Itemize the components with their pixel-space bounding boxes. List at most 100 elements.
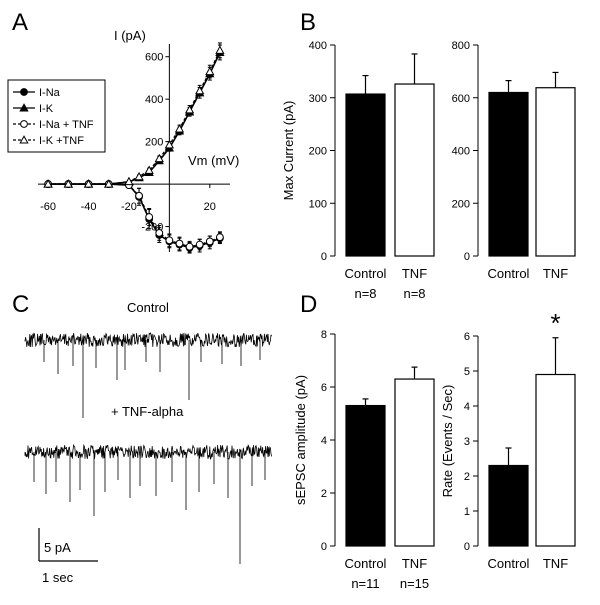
iv-data-point [184, 104, 195, 114]
iv-series-group [43, 42, 225, 254]
iv-data-point [154, 153, 164, 163]
y-tick-label: 8 [321, 329, 327, 341]
iv-y-tick-label: 200 [145, 137, 163, 149]
y-tick-label: 2 [464, 471, 470, 483]
iv-data-point [164, 139, 175, 149]
bar [488, 91, 529, 257]
iv-data-point [165, 236, 174, 245]
iv-data-point [195, 85, 205, 95]
iv-data-point [144, 165, 154, 174]
y-axis-label: Max Current (pA) [281, 101, 296, 201]
iv-data-point [20, 88, 28, 96]
tnf-trace [24, 443, 272, 564]
y-tick-label: 4 [464, 401, 470, 413]
y-tick-label: 400 [309, 40, 327, 52]
category-label: TNF [402, 556, 427, 571]
max-current-k-chart: 0 200 400 600 800 Control TNF [452, 40, 576, 281]
panel-label-b: B [300, 9, 316, 36]
iv-x-axis-label: Vm (mV) [188, 153, 239, 168]
y-tick-label: 1 [464, 506, 470, 518]
y-tick-label: 0 [321, 251, 327, 263]
category-label: Control [345, 556, 387, 571]
iv-data-point [124, 176, 134, 186]
bar [488, 464, 529, 547]
iv-series-line [48, 183, 221, 248]
iv-data-point [104, 179, 114, 188]
tnf-trace-label: + TNF-alpha [111, 404, 184, 419]
bar [535, 87, 576, 257]
y-tick-label: 600 [452, 93, 470, 105]
iv-data-point [20, 120, 28, 128]
scale-time-label: 1 sec [42, 570, 74, 585]
trace-panel: Control + TNF-alpha 5 pA 1 sec [24, 300, 272, 585]
iv-data-point [175, 239, 184, 248]
panel-label-c: C [12, 291, 29, 318]
bar [345, 404, 386, 547]
iv-data-point [83, 179, 94, 188]
y-tick-label: 3 [464, 436, 470, 448]
iv-x-tick-label: 20 [204, 201, 216, 213]
bar [394, 83, 435, 257]
legend-item: I-Na [13, 87, 61, 99]
y-tick-label: 800 [452, 40, 470, 52]
control-trace [24, 332, 272, 418]
bar [394, 378, 435, 547]
iv-data-point [205, 66, 215, 76]
y-tick-label: 100 [309, 198, 327, 210]
iv-data-point [185, 242, 194, 251]
iv-x-tick-label: -20 [121, 201, 137, 213]
category-label: TNF [402, 266, 427, 281]
iv-data-point [205, 237, 214, 246]
y-tick-label: 200 [309, 146, 327, 158]
iv-data-point [63, 179, 73, 188]
iv-x-tick-label: -60 [40, 201, 56, 213]
iv-series [44, 180, 224, 254]
iv-legend: I-Na I-K I-Na + TNF I-K +TNF [7, 79, 106, 153]
y-axis-label: sEPSC amplitude (pA) [293, 375, 308, 505]
y-tick-label: 6 [321, 382, 327, 394]
iv-data-point [155, 228, 164, 237]
legend-item: I-Na + TNF [13, 119, 94, 131]
scale-amplitude-label: 5 pA [44, 540, 71, 555]
panel-label-a: A [12, 9, 28, 36]
iv-data-point [215, 45, 225, 54]
iv-data-point [145, 213, 154, 221]
bar [345, 93, 386, 257]
sepsc-amplitude-chart: 0 2 4 6 8 sEPSC amplitude (pA) Control n=11 TNF n… [293, 329, 435, 591]
y-tick-label: 5 [464, 366, 470, 378]
category-label: Control [345, 266, 387, 281]
iv-data-point [134, 171, 144, 181]
panel-label-d: D [300, 291, 317, 318]
y-tick-label: 0 [464, 251, 470, 263]
y-axis-label: Rate (Events / Sec) [440, 385, 455, 498]
iv-y-axis-label: I (pA) [114, 28, 146, 43]
y-tick-label: 400 [452, 146, 470, 158]
n-label: n=8 [403, 286, 425, 301]
category-label: Control [488, 266, 530, 281]
n-label: n=8 [354, 286, 376, 301]
iv-y-tick-label: 600 [145, 52, 163, 64]
iv-x-tick-label: -40 [81, 201, 97, 213]
iv-data-point [19, 103, 29, 112]
y-tick-label: 2 [321, 488, 327, 500]
category-label: TNF [543, 266, 568, 281]
y-tick-label: 0 [464, 541, 470, 553]
legend-item: I-K +TNF [13, 135, 84, 147]
y-tick-label: 200 [452, 198, 470, 210]
control-trace-label: Control [127, 300, 169, 315]
legend-item: I-K [13, 103, 54, 115]
legend-label: I-Na [39, 87, 61, 99]
category-label: Control [488, 556, 530, 571]
iv-data-point [174, 124, 185, 133]
iv-data-point [19, 135, 29, 144]
iv-data-point [135, 191, 143, 200]
iv-series-line [48, 183, 221, 249]
y-tick-label: 300 [309, 93, 327, 105]
bar [535, 373, 576, 547]
y-tick-label: 4 [321, 435, 327, 447]
significance-asterisk: * [550, 308, 560, 338]
sepsc-rate-chart: 0 1 2 3 4 5 6 Rate (Events / Sec) Control TNF * [440, 308, 576, 571]
